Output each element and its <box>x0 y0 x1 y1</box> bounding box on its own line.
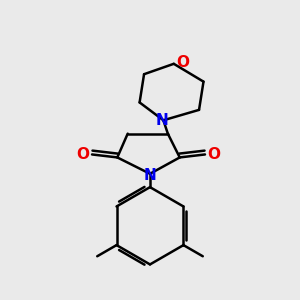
Text: N: N <box>144 168 156 183</box>
Text: O: O <box>207 147 220 162</box>
Text: O: O <box>76 147 90 162</box>
Text: O: O <box>176 55 189 70</box>
Text: N: N <box>155 113 168 128</box>
